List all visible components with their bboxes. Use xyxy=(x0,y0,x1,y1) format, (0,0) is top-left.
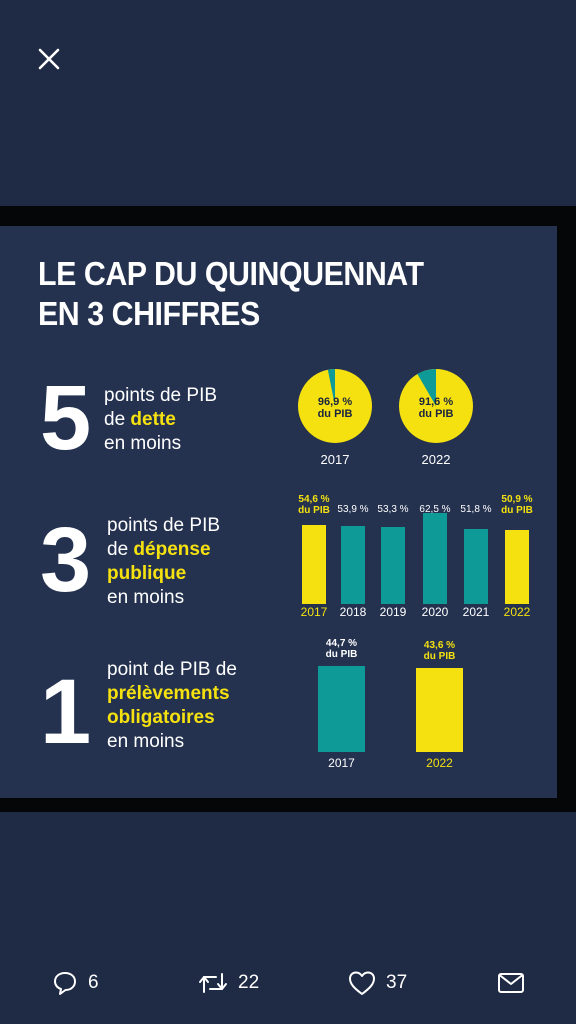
value-depense-2017: 54,6 % du PIB xyxy=(298,494,330,516)
row3-number: 1 xyxy=(40,661,92,763)
row3-highlight-1: prélèvements xyxy=(107,683,230,704)
bar-depense-2022 xyxy=(505,530,529,604)
row1-line1: points de PIB xyxy=(104,385,218,406)
reply-icon xyxy=(54,972,76,995)
reply-count: 6 xyxy=(88,972,99,993)
year-depense-2018: 2018 xyxy=(339,605,367,619)
retweet-count: 22 xyxy=(238,972,260,993)
row3-highlight-2: obligatoires xyxy=(107,707,215,728)
row1-highlight: dette xyxy=(130,409,176,430)
row1-line2: de dette xyxy=(104,408,217,432)
title-line-1: LE CAP DU QUINQUENNAT xyxy=(38,255,424,292)
infographic-title: LE CAP DU QUINQUENNAT EN 3 CHIFFRES xyxy=(38,254,424,334)
pie-slice-rest-2022 xyxy=(417,369,436,406)
pie-year-2022: 2022 xyxy=(421,452,451,467)
bar-depense-2020 xyxy=(423,513,447,604)
row3-description: point de PIB de prélèvements obligatoire… xyxy=(107,658,237,754)
like-button[interactable]: 37 xyxy=(348,970,407,996)
pie-slice-rest-2017 xyxy=(327,369,335,406)
pie-label-2022: 91,6 % du PIB xyxy=(418,396,454,420)
year-depense-2021: 2021 xyxy=(462,605,490,619)
retweet-button[interactable]: 22 xyxy=(198,970,259,996)
bar-depense-2019 xyxy=(381,526,405,604)
bar-depense-2017 xyxy=(302,524,326,604)
bar-prelevements-2022 xyxy=(416,667,463,752)
row1-line2-prefix: de xyxy=(104,409,131,430)
row3-line4: en moins xyxy=(107,731,185,752)
pie-chart-2017 xyxy=(298,369,372,443)
infographic: LE CAP DU QUINQUENNAT EN 3 CHIFFRES 5 po… xyxy=(0,226,557,798)
value-depense-2020: 62,5 % xyxy=(419,504,451,515)
value-prelevements-2022: 43,6 % du PIB xyxy=(423,639,456,662)
pie-label-2017: 96,9 % du PIB xyxy=(317,396,353,420)
tweet-actions: 6 22 37 xyxy=(0,970,576,1010)
row2-line2-prefix: de xyxy=(107,539,134,560)
value-depense-2021: 51,8 % xyxy=(460,504,492,515)
value-prelevements-2017: 44,7 % du PIB xyxy=(325,637,358,660)
year-prelevements-2017: 2017 xyxy=(328,756,355,770)
value-depense-2019: 53,3 % xyxy=(377,504,409,515)
row3-line1: point de PIB de xyxy=(107,659,237,680)
heart-icon xyxy=(349,971,375,995)
retweet-icon xyxy=(199,973,227,993)
bar-depense-2018 xyxy=(341,525,365,604)
year-depense-2022: 2022 xyxy=(503,605,531,619)
title-line-2: EN 3 CHIFFRES xyxy=(38,295,260,332)
value-depense-2022: 50,9 % du PIB xyxy=(501,494,533,516)
value-depense-2018: 53,9 % xyxy=(337,504,369,515)
row2-number: 3 xyxy=(40,509,92,611)
pie-chart-2022 xyxy=(399,369,473,443)
row2-highlight-2: publique xyxy=(107,563,187,584)
row2-highlight-1: dépense xyxy=(133,539,211,560)
row1-line3: en moins xyxy=(104,433,182,454)
year-prelevements-2022: 2022 xyxy=(426,756,453,770)
reply-button[interactable]: 6 xyxy=(52,970,99,996)
close-icon[interactable] xyxy=(34,44,64,74)
year-depense-2020: 2020 xyxy=(421,605,449,619)
year-depense-2019: 2019 xyxy=(379,605,407,619)
pie-year-2017: 2017 xyxy=(320,452,350,467)
row1-description: points de PIB de dette en moins xyxy=(104,384,217,456)
row1-number: 5 xyxy=(40,367,92,469)
row2-description: points de PIB de dépense publique en moi… xyxy=(107,514,220,610)
bar-prelevements-2017 xyxy=(318,665,365,752)
like-count: 37 xyxy=(386,972,408,993)
share-button[interactable] xyxy=(497,970,525,996)
row2-line4: en moins xyxy=(107,587,185,608)
bar-depense-2021 xyxy=(464,528,488,604)
row2-line2: de dépense xyxy=(107,538,220,562)
year-depense-2017: 2017 xyxy=(300,605,328,619)
row2-line1: points de PIB xyxy=(107,515,221,536)
mail-icon xyxy=(498,973,524,993)
